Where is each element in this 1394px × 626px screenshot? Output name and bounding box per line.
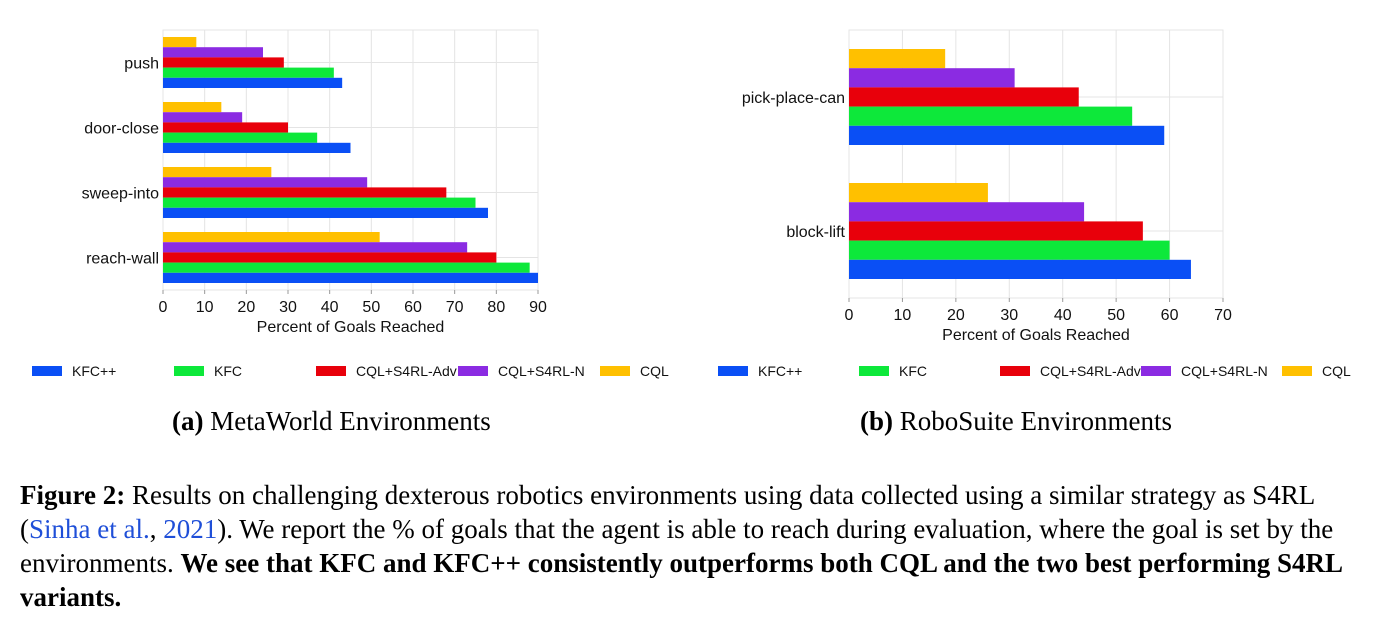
robosuite-bar-cql-block-lift — [849, 183, 988, 203]
robosuite-bar-kfc-pick-place-can — [849, 106, 1133, 126]
robosuite-bar-cql-s4rl-adv-pick-place-can — [849, 87, 1079, 107]
robosuite-bar-cql-s4rl-n-block-lift — [849, 202, 1085, 222]
metaworld-category-label: sweep-into — [82, 186, 159, 203]
metaworld-bar-cql-s4rl-n-reach-wall — [163, 242, 468, 253]
metaworld-tick-label: 70 — [446, 299, 464, 316]
metaworld-tick-label: 90 — [529, 299, 547, 316]
robosuite-tick-label: 10 — [894, 307, 912, 324]
metaworld-bar-kfc-reach-wall — [163, 262, 530, 273]
subcaption-a-text: MetaWorld Environments — [210, 406, 491, 436]
robosuite-tick-label: 40 — [1054, 307, 1072, 324]
metaworld-bar-kfc-push — [163, 67, 334, 78]
robosuite-category-label: pick-place-can — [742, 90, 845, 107]
metaworld-category-label: reach-wall — [86, 251, 159, 268]
metaworld-legend-swatch — [458, 366, 488, 376]
citation-year-link[interactable]: 2021 — [163, 514, 218, 544]
metaworld-legend-swatch — [32, 366, 62, 376]
metaworld-bar-cql-reach-wall — [163, 232, 380, 243]
metaworld-x-axis-label: Percent of Goals Reached — [257, 319, 445, 336]
metaworld-tick-label: 60 — [404, 299, 422, 316]
metaworld-bar-kfc--reach-wall — [163, 272, 538, 283]
robosuite-bar-cql-s4rl-adv-block-lift — [849, 221, 1143, 241]
metaworld-bar-cql-s4rl-adv-push — [163, 57, 284, 68]
metaworld-tick-label: 0 — [159, 299, 168, 316]
figure-caption: Figure 2: Results on challenging dextero… — [20, 478, 1370, 614]
caption-label: Figure 2: — [20, 480, 126, 510]
robosuite-legend-label: CQL+S4RL-N — [1181, 363, 1268, 379]
metaworld-bar-kfc-sweep-into — [163, 197, 476, 208]
robosuite-bar-kfc--block-lift — [849, 259, 1191, 279]
metaworld-tick-label: 80 — [487, 299, 505, 316]
metaworld-tick-label: 40 — [321, 299, 339, 316]
metaworld-bar-kfc--sweep-into — [163, 207, 488, 218]
subcaption-a: (a) MetaWorld Environments — [172, 406, 491, 437]
robosuite-legend-swatch — [718, 366, 748, 376]
caption-text-2: ). We report the % of goals that the age… — [20, 514, 1334, 578]
robosuite-legend-swatch — [1141, 366, 1171, 376]
metaworld-category-label: door-close — [84, 121, 159, 138]
metaworld-chart: push door-close sweep-into reach-wall 0 10 20 3… — [32, 29, 669, 379]
caption-text-1: Results on challenging dexterous robotic… — [20, 480, 1315, 544]
citation-separator: , — [149, 514, 164, 544]
metaworld-category-label: push — [124, 56, 159, 73]
robosuite-legend-label: KFC — [899, 363, 927, 379]
metaworld-bar-cql-s4rl-n-sweep-into — [163, 177, 368, 188]
metaworld-legend-swatch — [600, 366, 630, 376]
metaworld-bar-cql-sweep-into — [163, 167, 272, 178]
robosuite-bar-cql-pick-place-can — [849, 49, 946, 69]
metaworld-legend-label: CQL — [640, 363, 669, 379]
metaworld-bar-cql-s4rl-adv-reach-wall — [163, 252, 497, 263]
metaworld-bar-kfc--push — [163, 77, 343, 88]
metaworld-bar-kfc--door-close — [163, 142, 351, 153]
robosuite-tick-label: 20 — [947, 307, 965, 324]
robosuite-bar-cql-s4rl-n-pick-place-can — [849, 68, 1015, 88]
metaworld-legend-label: CQL+S4RL-N — [498, 363, 585, 379]
subcaption-b-text: RoboSuite Environments — [899, 406, 1172, 436]
robosuite-tick-label: 60 — [1161, 307, 1179, 324]
metaworld-tick-label: 30 — [279, 299, 297, 316]
robosuite-bar-kfc--pick-place-can — [849, 125, 1165, 145]
robosuite-category-label: block-lift — [786, 224, 845, 241]
metaworld-legend-swatch — [174, 366, 204, 376]
metaworld-bar-cql-push — [163, 37, 197, 48]
subcaption-b: (b) RoboSuite Environments — [860, 406, 1172, 437]
metaworld-legend-label: KFC++ — [72, 363, 116, 379]
metaworld-legend-swatch — [316, 366, 346, 376]
robosuite-bar-kfc-block-lift — [849, 240, 1170, 260]
robosuite-chart: pick-place-can block-lift 0 10 20 30 40 50 60 70 P… — [718, 29, 1351, 379]
robosuite-tick-label: 0 — [845, 307, 854, 324]
metaworld-tick-label: 50 — [362, 299, 380, 316]
robosuite-legend-swatch — [1282, 366, 1312, 376]
metaworld-legend-label: KFC — [214, 363, 242, 379]
robosuite-tick-label: 70 — [1214, 307, 1232, 324]
robosuite-legend-swatch — [1000, 366, 1030, 376]
metaworld-legend-label: CQL+S4RL-Adv — [356, 363, 457, 379]
metaworld-bar-cql-s4rl-n-push — [163, 47, 263, 58]
robosuite-legend-label: CQL+S4RL-Adv — [1040, 363, 1141, 379]
metaworld-bar-cql-s4rl-adv-door-close — [163, 122, 288, 133]
metaworld-bar-cql-door-close — [163, 102, 222, 113]
robosuite-tick-label: 30 — [1000, 307, 1018, 324]
robosuite-legend-label: KFC++ — [758, 363, 802, 379]
subcaption-a-label: (a) — [172, 406, 204, 436]
robosuite-tick-label: 50 — [1107, 307, 1125, 324]
metaworld-tick-label: 20 — [237, 299, 255, 316]
robosuite-legend-swatch — [859, 366, 889, 376]
metaworld-tick-label: 10 — [196, 299, 214, 316]
metaworld-bar-cql-s4rl-adv-sweep-into — [163, 187, 447, 198]
robosuite-x-axis-label: Percent of Goals Reached — [942, 327, 1130, 344]
robosuite-legend-label: CQL — [1322, 363, 1351, 379]
citation-author-link[interactable]: Sinha et al. — [29, 514, 150, 544]
subcaption-b-label: (b) — [860, 406, 893, 436]
metaworld-bar-cql-s4rl-n-door-close — [163, 112, 243, 123]
metaworld-bar-kfc-door-close — [163, 132, 318, 143]
caption-bold-text: We see that KFC and KFC++ consistently o… — [20, 548, 1342, 612]
